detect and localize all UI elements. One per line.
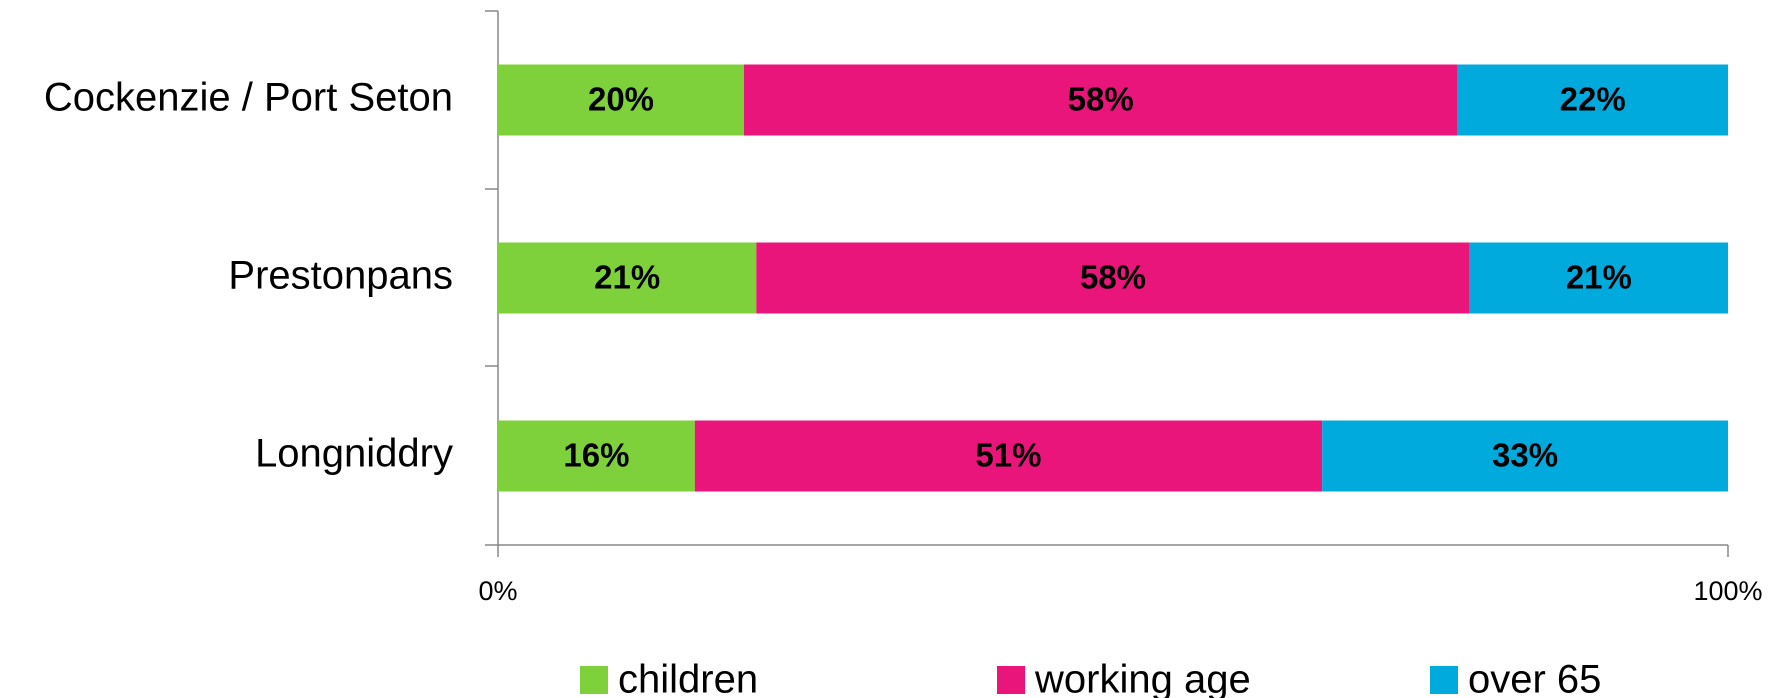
legend-label: children bbox=[618, 658, 758, 698]
y-tick-label: Prestonpans bbox=[228, 254, 453, 298]
data-label: 22% bbox=[1560, 81, 1626, 118]
legend-label: over 65 bbox=[1468, 658, 1601, 698]
x-tick-label: 0% bbox=[478, 576, 517, 606]
bar-segment bbox=[694, 420, 1323, 492]
y-tick-label: Longniddry bbox=[255, 432, 453, 476]
data-label: 21% bbox=[1566, 259, 1632, 296]
bar-segment bbox=[1469, 242, 1728, 314]
data-label: 20% bbox=[588, 81, 654, 118]
bar-segment bbox=[1322, 420, 1728, 492]
data-label: 33% bbox=[1492, 437, 1558, 474]
y-tick-label: Cockenzie / Port Seton bbox=[44, 76, 453, 120]
data-label: 21% bbox=[594, 259, 660, 296]
data-label: 51% bbox=[975, 437, 1041, 474]
legend-swatch bbox=[997, 666, 1025, 694]
x-tick-label: 100% bbox=[1693, 576, 1762, 606]
bar-segment bbox=[756, 242, 1470, 314]
data-label: 16% bbox=[563, 437, 629, 474]
bar-segment bbox=[498, 242, 757, 314]
legend-swatch bbox=[1430, 666, 1458, 694]
data-label: 58% bbox=[1080, 259, 1146, 296]
legend-label: working age bbox=[1034, 658, 1251, 698]
bar-segment bbox=[744, 64, 1458, 136]
bar-segment bbox=[498, 420, 695, 492]
legend-swatch bbox=[580, 666, 608, 694]
bar-segment bbox=[498, 64, 744, 136]
data-label: 58% bbox=[1068, 81, 1134, 118]
bar-segment bbox=[1457, 64, 1728, 136]
